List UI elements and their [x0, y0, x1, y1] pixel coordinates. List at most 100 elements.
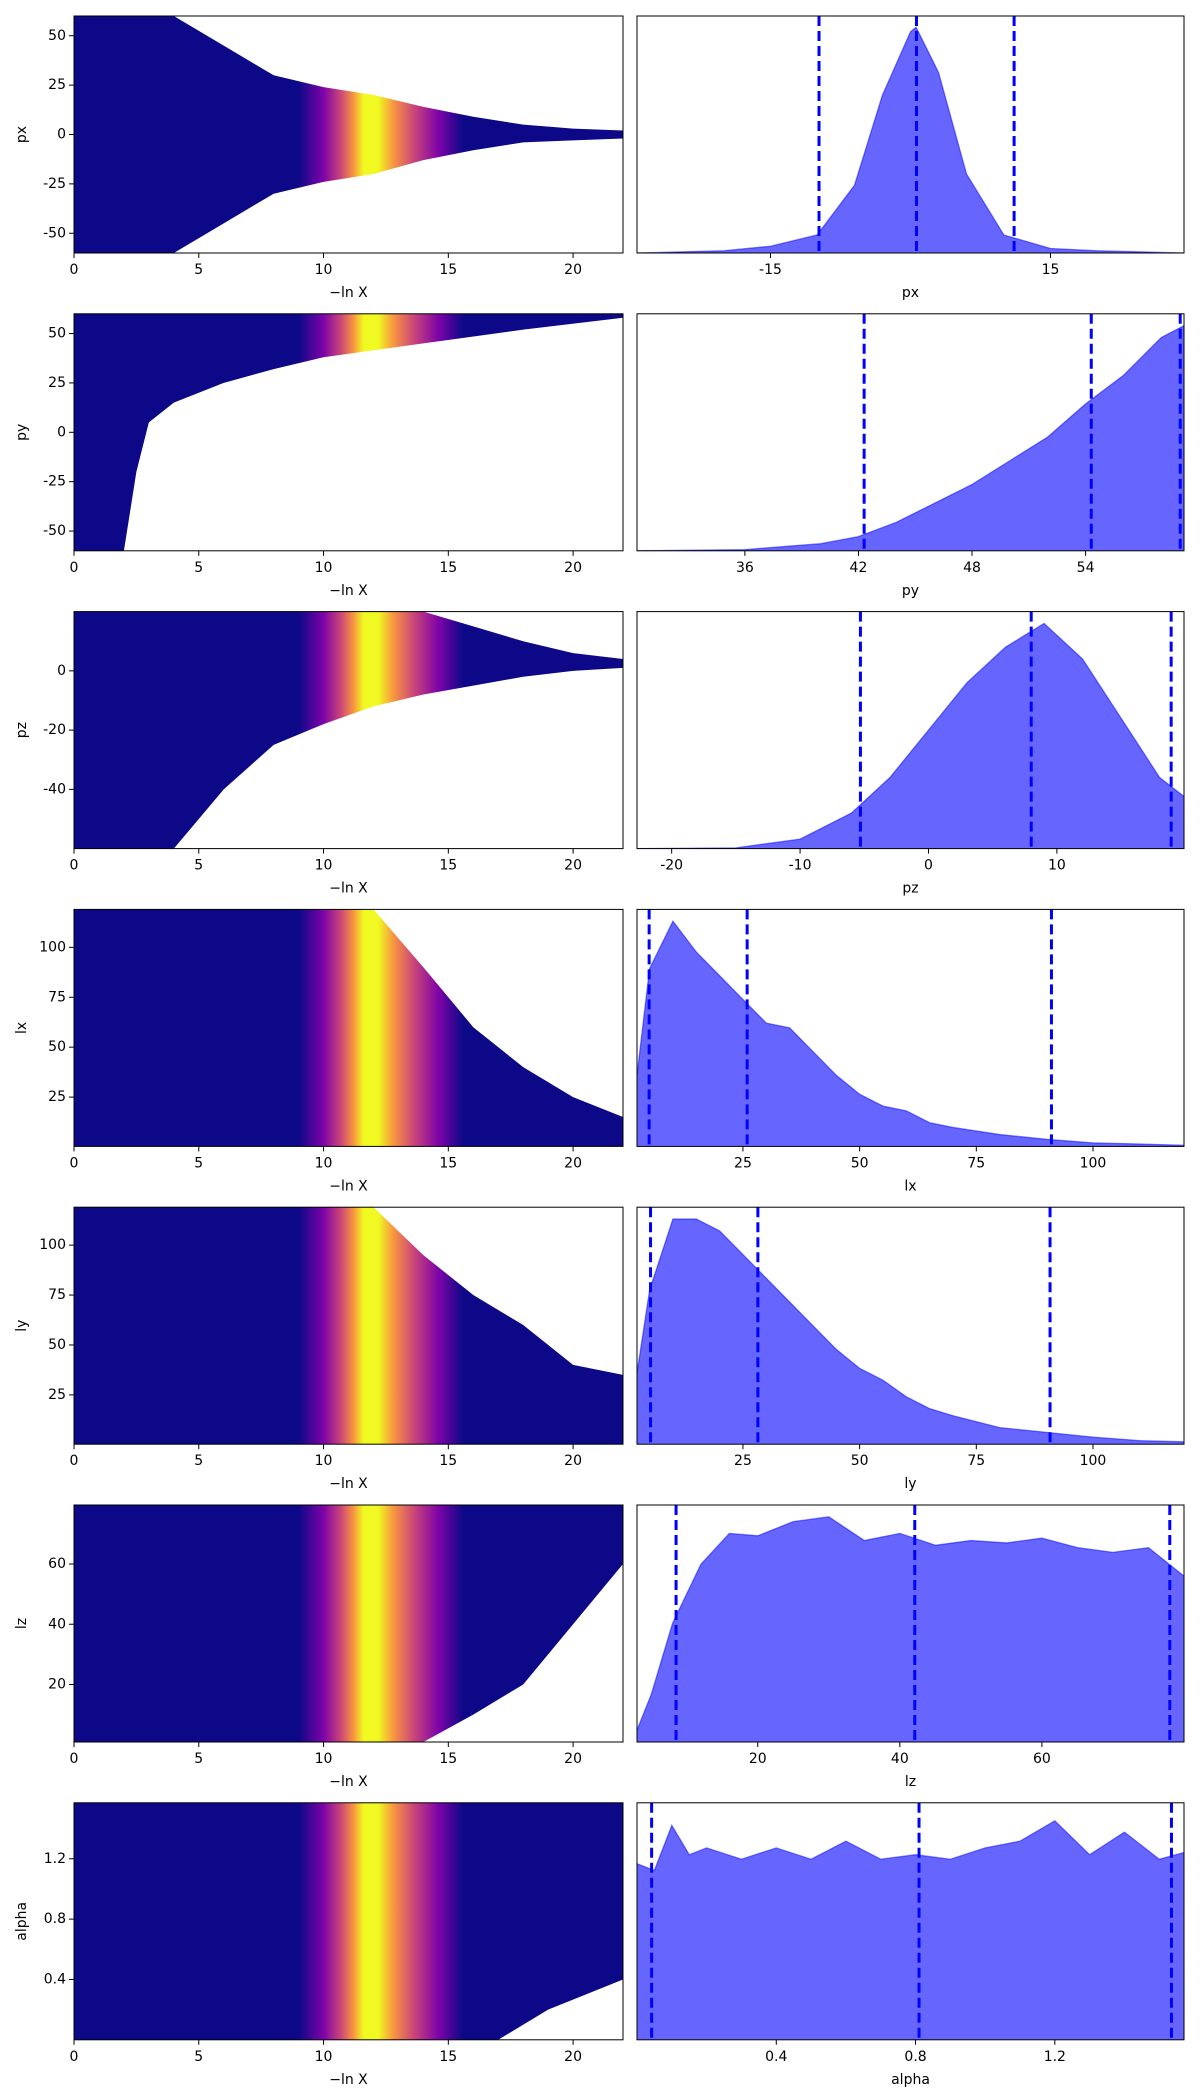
y-tick-label: 20: [48, 1676, 66, 1692]
axes-frame: [636, 1802, 1185, 2041]
x-tick-label: 15: [439, 858, 457, 874]
x-tick-label: 15: [439, 1453, 457, 1469]
y-tick-label: 100: [39, 939, 66, 955]
y-tick-label: 75: [48, 989, 66, 1005]
plot-area: [637, 611, 1184, 849]
y-tick-label: 25: [48, 1089, 66, 1105]
x-tick-label: 10: [315, 2049, 333, 2065]
y-axis-label: lx: [14, 1022, 30, 1034]
x-tick-label: 5: [194, 1453, 203, 1469]
sample-cloud: [74, 313, 623, 551]
x-tick-label: 20: [564, 858, 582, 874]
x-tick-label: 20: [564, 262, 582, 278]
x-tick-label: 15: [1042, 262, 1060, 278]
x-tick-label: 5: [194, 1155, 203, 1171]
density-fill: [637, 325, 1184, 551]
x-tick-label: 100: [1080, 1155, 1107, 1171]
x-tick-label: 20: [749, 1751, 767, 1767]
x-tick-label: 0: [924, 858, 933, 874]
axes-frame: [73, 1802, 624, 2041]
x-tick-label: 50: [851, 1453, 869, 1469]
y-tick-label: -50: [43, 225, 66, 241]
axes-frame: [73, 15, 624, 254]
y-axis-label: alpha: [14, 1902, 30, 1941]
x-tick-label: 50: [851, 1155, 869, 1171]
y-tick-label: 0: [57, 424, 66, 440]
x-axis-label: alpha: [891, 2072, 930, 2088]
x-tick-label: 60: [1033, 1751, 1051, 1767]
y-axis-label: py: [14, 424, 30, 441]
axes-frame: [636, 1206, 1185, 1445]
y-axis-label: ly: [14, 1320, 30, 1332]
x-tick-label: 25: [734, 1155, 752, 1171]
x-axis-label: −ln X: [329, 285, 368, 301]
plot-area: [74, 313, 623, 551]
x-axis-label: px: [902, 285, 919, 301]
sample-cloud: [74, 1505, 623, 1742]
x-axis-label: py: [902, 583, 919, 599]
y-tick-label: 0.8: [44, 1911, 66, 1927]
plot-area: [637, 1505, 1184, 1742]
x-tick-label: 20: [564, 1453, 582, 1469]
sample-cloud: [74, 1802, 623, 2040]
plot-area: [74, 611, 623, 849]
x-tick-label: 5: [194, 2049, 203, 2065]
x-tick-label: 20: [564, 2049, 582, 2065]
axes-frame: [73, 908, 624, 1147]
plot-area: [637, 16, 1184, 253]
plot-area: [74, 1207, 623, 1445]
plot-area: [74, 1505, 623, 1742]
plot-area: [637, 909, 1184, 1147]
x-tick-label: -15: [759, 262, 782, 278]
y-tick-label: 50: [48, 28, 66, 44]
x-axis-label: −ln X: [329, 1476, 368, 1492]
x-tick-label: 15: [439, 560, 457, 576]
x-tick-label: 5: [194, 1751, 203, 1767]
y-tick-label: 60: [48, 1556, 66, 1572]
x-tick-label: 36: [736, 560, 754, 576]
x-tick-label: 40: [891, 1751, 909, 1767]
x-axis-label: −ln X: [329, 881, 368, 897]
y-tick-label: 0.4: [44, 1971, 66, 1987]
x-tick-label: 5: [194, 858, 203, 874]
axes-frame: [636, 908, 1185, 1147]
density-fill: [637, 1516, 1184, 1742]
plot-area: [637, 1802, 1184, 2040]
axes-frame: [73, 1504, 624, 1743]
x-tick-label: 0: [70, 1453, 79, 1469]
density-line: [637, 325, 1184, 551]
y-tick-label: 0: [57, 127, 66, 143]
y-tick-label: -50: [43, 523, 66, 539]
x-tick-label: 0: [70, 1155, 79, 1171]
density-fill: [637, 921, 1184, 1147]
y-tick-label: 100: [39, 1237, 66, 1253]
x-tick-label: 15: [439, 262, 457, 278]
y-tick-label: 50: [48, 326, 66, 342]
y-tick-label: 75: [48, 1287, 66, 1303]
density-fill: [637, 1219, 1184, 1445]
density-line: [637, 1218, 1184, 1443]
y-tick-label: 25: [48, 1387, 66, 1403]
density-line: [637, 920, 1184, 1146]
axes-frame: [636, 611, 1185, 850]
x-tick-label: 0: [70, 858, 79, 874]
density-fill: [637, 623, 1184, 849]
sample-cloud: [74, 16, 623, 253]
x-tick-label: 10: [315, 1751, 333, 1767]
x-tick-label: 0.8: [904, 2049, 926, 2065]
y-axis-label: lz: [14, 1618, 30, 1629]
x-tick-label: 1.2: [1044, 2049, 1066, 2065]
y-tick-label: 50: [48, 1337, 66, 1353]
axes-frame: [73, 611, 624, 850]
x-axis-label: lz: [905, 1774, 916, 1790]
y-tick-label: 25: [48, 77, 66, 93]
x-tick-label: 0: [70, 2049, 79, 2065]
x-axis-label: lx: [904, 1178, 916, 1194]
x-axis-label: −ln X: [329, 1774, 368, 1790]
y-tick-label: 25: [48, 375, 66, 391]
sample-cloud: [74, 909, 623, 1147]
x-tick-label: 10: [1048, 858, 1066, 874]
plot-area: [74, 1802, 623, 2040]
x-tick-label: 0: [70, 1751, 79, 1767]
